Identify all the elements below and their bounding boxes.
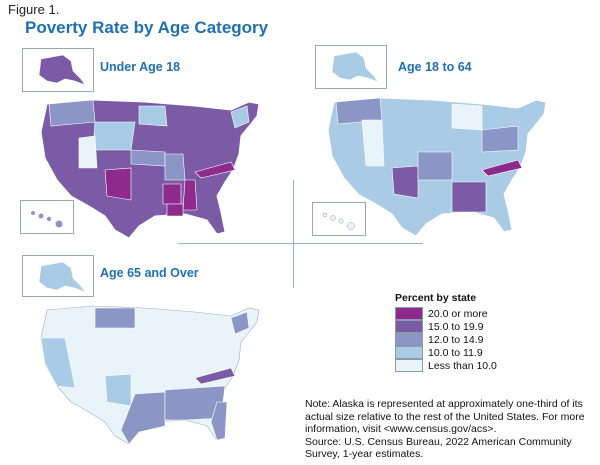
legend-item: 20.0 or more xyxy=(395,307,497,320)
alaska-inset-18-64 xyxy=(315,45,387,89)
legend-label: 20.0 or more xyxy=(428,307,488,320)
alaska-shape xyxy=(38,261,86,293)
legend-swatch xyxy=(395,333,423,346)
source-text: Source: U.S. Census Bureau, 2022 America… xyxy=(305,435,572,461)
divider-vertical xyxy=(293,180,294,288)
map-title-65-over: Age 65 and Over xyxy=(100,266,199,280)
map-18-64 xyxy=(327,97,547,237)
alaska-shape xyxy=(331,51,379,83)
map-under-18 xyxy=(40,99,260,239)
divider-horizontal xyxy=(178,243,423,244)
map-65-over xyxy=(40,305,260,445)
legend-swatch xyxy=(395,346,423,359)
legend-item: 15.0 to 19.9 xyxy=(395,320,497,333)
hawaii-inset-18-64 xyxy=(312,202,366,236)
legend-label: 10.0 to 11.9 xyxy=(428,346,483,359)
note-text: Note: Alaska is represented at approxima… xyxy=(305,398,585,435)
legend-swatch xyxy=(395,320,423,333)
hawaii-shape xyxy=(31,211,63,228)
alaska-inset-65-over xyxy=(22,255,94,297)
map-title-18-64: Age 18 to 64 xyxy=(398,60,472,74)
legend-title: Percent by state xyxy=(395,292,477,304)
legend-item: Less than 10.0 xyxy=(395,359,497,372)
figure-title: Poverty Rate by Age Category xyxy=(25,18,269,37)
legend-swatch xyxy=(395,307,423,320)
note: Note: Alaska is represented at approxima… xyxy=(305,398,595,461)
legend: Percent by state 20.0 or more 15.0 to 19… xyxy=(395,292,497,372)
hawaii-shape xyxy=(322,212,355,230)
legend-label: 15.0 to 19.9 xyxy=(428,320,484,333)
alaska-inset-under-18 xyxy=(22,48,94,92)
legend-swatch xyxy=(395,359,423,372)
legend-label: Less than 10.0 xyxy=(428,359,497,372)
legend-item: 10.0 to 11.9 xyxy=(395,346,497,359)
legend-label: 12.0 to 14.9 xyxy=(428,333,484,346)
hawaii-inset-under-18 xyxy=(20,200,74,234)
legend-item: 12.0 to 14.9 xyxy=(395,333,497,346)
alaska-shape xyxy=(38,54,86,86)
map-title-under-18: Under Age 18 xyxy=(100,60,181,74)
figure-label: Figure 1. xyxy=(8,2,60,17)
